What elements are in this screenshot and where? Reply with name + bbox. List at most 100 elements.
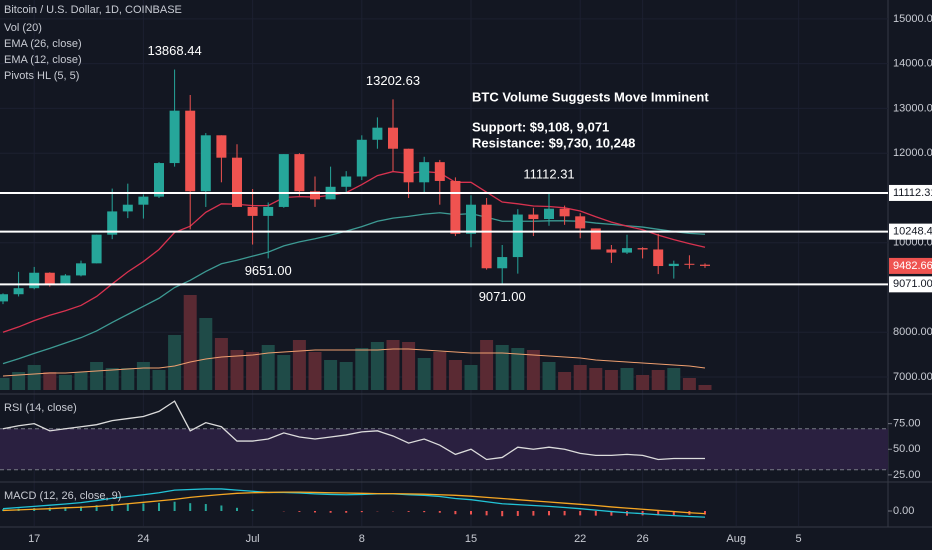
volume-bar [339, 362, 353, 390]
pivot-label: 13202.63 [366, 73, 420, 88]
y-tick-label: 25.00 [893, 469, 921, 481]
volume-bar [121, 368, 135, 390]
x-tick-label: 5 [796, 533, 802, 545]
annotation: Resistance: $9,730, 10,248 [472, 135, 635, 150]
candle-body [481, 204, 492, 269]
volume-bar [464, 365, 478, 390]
pivot-label: 11112.31 [523, 166, 574, 181]
histogram-bar [251, 509, 254, 511]
histogram-bar [407, 510, 410, 512]
y-tick-label: 10000.00 [893, 237, 932, 249]
candle-body [434, 162, 445, 181]
histogram-bar [704, 510, 706, 515]
volume-bar [636, 375, 650, 390]
candle-body [512, 214, 523, 258]
ema-line [2, 212, 706, 365]
y-tick-label: 8000.00 [893, 326, 932, 338]
y-tick-label: 12000.00 [893, 147, 932, 159]
pivot-label: 13868.44 [147, 43, 201, 58]
indicator-line [2, 491, 706, 515]
histogram-bar [516, 510, 519, 516]
candle-body [372, 127, 383, 140]
histogram-bar [173, 501, 176, 511]
volume-bar [651, 370, 665, 390]
histogram-bar [438, 510, 441, 513]
candle-body [44, 272, 55, 284]
volume-bar [511, 348, 525, 390]
pivot-label: 9071.00 [479, 289, 526, 304]
histogram-bar [158, 502, 160, 511]
panel-title: MACD (12, 26, close, 9) [4, 490, 121, 502]
histogram-bar [532, 510, 535, 516]
volume-bar [433, 352, 447, 390]
candle-body [559, 208, 570, 217]
histogram-bar [111, 504, 114, 511]
candle-body [294, 154, 305, 192]
candle-body [653, 249, 664, 267]
volume-bar [168, 335, 182, 390]
histogram-bar [80, 506, 82, 511]
volume-bar [573, 365, 587, 390]
volume-bar [0, 378, 10, 390]
candle-body [700, 264, 710, 266]
volume-bar [292, 340, 306, 390]
volume-bar [526, 350, 540, 390]
histogram-bar [485, 510, 488, 516]
histogram-bar [126, 503, 129, 511]
volume-bar [74, 372, 88, 390]
volume-bar [12, 372, 26, 390]
candle-body [200, 135, 211, 192]
candle-body [622, 248, 632, 253]
histogram-bar [548, 510, 550, 516]
y-tick-label: 75.00 [893, 418, 921, 430]
ema-line [2, 170, 706, 333]
level-label-box [889, 223, 932, 240]
volume-bar [558, 372, 572, 390]
indicator-label: EMA (12, close) [4, 54, 82, 66]
x-tick-label: 8 [359, 533, 365, 545]
histogram-bar [501, 510, 504, 517]
indicator-label: Vol (20) [4, 22, 42, 34]
volume-bar [355, 348, 369, 390]
x-tick-label: 24 [137, 533, 149, 545]
volume-bar [199, 318, 213, 390]
candle-body [590, 228, 601, 250]
annotation: Support: $9,108, 9,071 [472, 119, 609, 134]
candle-body [528, 214, 539, 220]
histogram-bar [454, 510, 457, 515]
level-label: 10248.41 [893, 226, 932, 238]
candle-body [544, 208, 554, 220]
candle-body [76, 263, 86, 276]
volume-bar [324, 360, 338, 390]
volume-bar [370, 342, 384, 390]
x-tick-label: 26 [636, 533, 648, 545]
candle-body [247, 206, 258, 216]
volume-bar [27, 365, 41, 390]
histogram-bar [345, 510, 348, 513]
volume-bar [308, 352, 322, 390]
candle-body [668, 263, 679, 267]
volume-bar [277, 355, 291, 390]
volume-bar [682, 378, 696, 390]
volume-bar [448, 360, 462, 390]
candle-body [29, 272, 40, 289]
candle-body [278, 154, 289, 207]
volume-bar [214, 338, 228, 390]
candle-body [497, 257, 508, 269]
indicator-line [2, 488, 706, 518]
candle-body [91, 234, 102, 264]
level-label-box [889, 184, 932, 201]
candle-body [450, 180, 461, 234]
histogram-bar [314, 510, 316, 513]
x-tick-label: 22 [574, 533, 586, 545]
candle-body [684, 263, 695, 265]
candle-body [403, 148, 414, 183]
volume-ma-line [2, 348, 706, 377]
histogram-bar [298, 510, 301, 512]
histogram-bar [220, 505, 223, 511]
panel-title: RSI (14, close) [4, 402, 77, 414]
candle-body [154, 163, 164, 197]
volume-bar [58, 375, 72, 390]
volume-bar [136, 362, 150, 390]
